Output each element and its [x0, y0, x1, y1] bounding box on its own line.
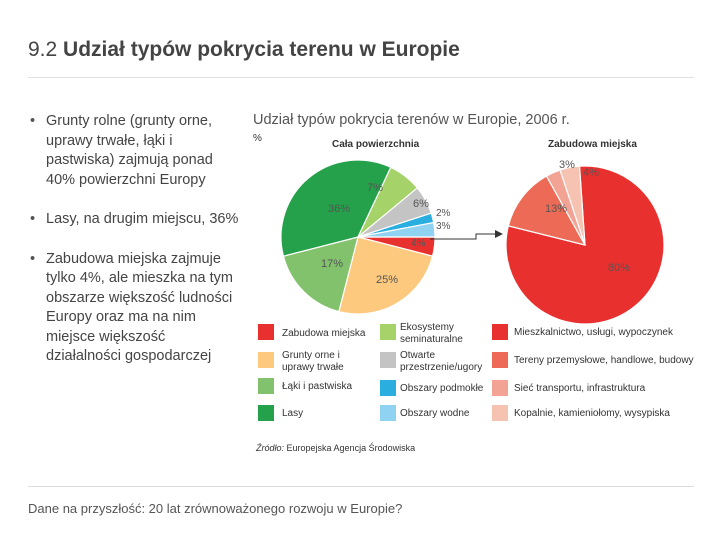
chart-unit: % — [253, 133, 262, 144]
legend-swatch — [258, 324, 274, 340]
legend-label: Zabudowa miejska — [282, 328, 366, 339]
legend-swatch — [258, 352, 274, 368]
pie-slice-kopalnie-kamieniolomy-wysypiska — [559, 165, 586, 246]
legend-label: Ekosystemy seminaturalne — [400, 322, 463, 345]
pie-header-urban: Zabudowa miejska — [548, 139, 637, 150]
pie-header-total: Cała powierzchnia — [332, 139, 420, 150]
pie-label-mieszkalnictwo-uslugi-wypoczynek: 80% — [608, 262, 630, 274]
slide-footer: Dane na przyszłość: 20 lat zrównoważoneg… — [28, 501, 403, 516]
legend-label: Kopalnie, kamieniołomy, wysypiska — [514, 408, 670, 419]
title-number: 9.2 — [28, 38, 58, 61]
connector-arrow — [430, 230, 503, 240]
source-prefix: Źródło: — [256, 443, 285, 453]
pie-slice-obszary-wodne — [357, 221, 436, 238]
pie-label-tereny-przemyslowe-handlowe-budowy: 13% — [545, 203, 567, 215]
title-divider — [28, 77, 694, 78]
pie-slice-grunty-orne-i-uprawy-trwale — [338, 236, 434, 315]
pie-label-kopalnie-kamieniolomy-wysypiska: 4% — [583, 167, 599, 179]
legend-swatch — [380, 352, 396, 368]
legend-swatch — [492, 405, 508, 421]
legend-label: Sieć transportu, infrastruktura — [514, 383, 646, 394]
legend-swatch — [492, 380, 508, 396]
pie-slice-laki-i-pastwiska — [282, 236, 359, 313]
slide-title: 9.2 Udział typów pokrycia terenu w Europ… — [28, 38, 460, 62]
chart-source: Źródło: Europejska Agencja Środowiska — [256, 443, 415, 453]
legend-swatch — [492, 352, 508, 368]
legend-swatch — [258, 378, 274, 394]
legend-label: Grunty orne i uprawy trwałe — [282, 350, 344, 373]
legend-label: Lasy — [282, 408, 304, 419]
title-text: Udział typów pokrycia terenu w Europie — [63, 38, 460, 61]
legend-swatch — [380, 380, 396, 396]
pie-label-otwarte-przestrzenie-ugory: 6% — [413, 198, 429, 210]
pie-label-laki-i-pastwiska: 17% — [321, 258, 343, 270]
footer-divider — [28, 486, 694, 487]
pie-label-lasy: 36% — [328, 203, 350, 215]
legend-swatch — [258, 405, 274, 421]
legend-label: Tereny przemysłowe, handlowe, budowy — [514, 355, 694, 366]
legend-label: Łąki i pastwiska — [282, 381, 353, 392]
bullet-item: Zabudowa miejska zajmuje tylko 4%, ale m… — [28, 250, 243, 367]
legend-label: Mieszkalnictwo, usługi, wypoczynek — [514, 327, 673, 338]
source-text: Europejska Agencja Środowiska — [284, 443, 416, 453]
legend-label: Obszary wodne — [400, 408, 470, 419]
bullet-list: Grunty rolne (grunty orne, uprawy trwałe… — [28, 112, 243, 387]
pie-slice-lasy — [280, 159, 392, 257]
pie-label-ekosystemy-seminaturalne: 7% — [367, 182, 383, 194]
legend-swatch — [380, 405, 396, 421]
pie-slice-tereny-przemyslowe-handlowe-budowy — [507, 175, 587, 246]
pie-label-grunty-orne-i-uprawy-trwale: 25% — [376, 274, 398, 286]
bullet-item: Grunty rolne (grunty orne, uprawy trwałe… — [28, 112, 243, 190]
pie-label-zabudowa-miejska: 4% — [411, 238, 426, 249]
chart-title: Udział typów pokrycia terenów w Europie,… — [253, 112, 570, 128]
pie-label-siec-transportu-infrastruktura: 3% — [559, 159, 575, 171]
legend-label: Obszary podmokłe — [400, 383, 484, 394]
legend-swatch — [492, 324, 508, 340]
bullet-item: Lasy, na drugim miejscu, 36% — [28, 210, 243, 230]
legend-swatch — [380, 324, 396, 340]
pie-label-obszary-podmokle: 2% — [436, 208, 451, 219]
legend-label: Otwarte przestrzenie/ugory — [400, 350, 483, 373]
pie-label-obszary-wodne: 3% — [436, 221, 451, 232]
